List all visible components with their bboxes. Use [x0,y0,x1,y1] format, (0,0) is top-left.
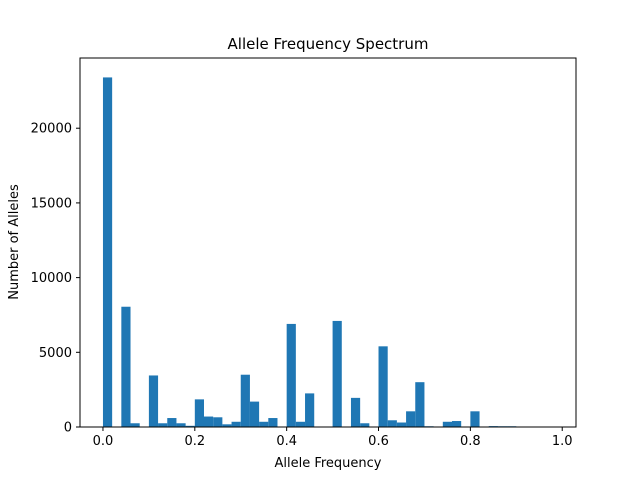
histogram-bar [268,418,278,427]
y-axis-label: Number of Alleles [7,184,22,300]
x-axis-label: Allele Frequency [274,456,381,471]
histogram-bar [222,424,232,427]
x-tick-label: 0.6 [368,434,389,449]
x-tick-label: 0.4 [276,434,297,449]
x-tick-label: 0.8 [460,434,481,449]
histogram-bar [387,420,397,427]
histogram-bar [305,393,315,427]
histogram-bar [470,411,480,427]
histogram-bar [396,422,407,427]
histogram-bar [332,320,342,427]
x-tick-label: 1.0 [552,434,573,449]
histogram-bar [148,375,159,427]
histogram-bar [102,77,113,427]
bars-group [102,77,517,427]
histogram-bar [415,382,425,427]
histogram-bar [176,423,186,427]
histogram-bar [167,418,177,427]
histogram-bar [213,417,223,427]
histogram-bar [286,323,296,427]
histogram-bar [240,374,250,427]
histogram-bar [442,421,452,427]
x-tick-label: 0.0 [93,434,114,449]
histogram-bar [360,423,370,427]
x-tick-label: 0.2 [184,434,205,449]
y-tick-label: 20000 [31,122,72,137]
histogram-bar [259,421,269,427]
plot-frame [79,57,577,428]
y-tick-label: 0 [64,421,72,436]
histogram-bar [194,399,204,427]
histogram-bar [452,421,462,427]
y-tick-label: 10000 [31,271,72,286]
y-tick-label: 5000 [39,346,72,361]
histogram-bar [378,346,388,427]
histogram-bar [406,411,416,427]
y-tick-label: 15000 [31,196,72,211]
histogram-bar [350,397,361,427]
histogram-bar [121,306,131,427]
histogram-bar [231,421,241,427]
histogram-bar [158,423,168,427]
histogram-bar [130,423,140,427]
histogram-bar [204,416,214,427]
histogram-bar [295,421,306,427]
histogram-bar [185,425,195,427]
chart-title: Allele Frequency Spectrum [228,35,429,53]
histogram-bar [249,401,260,427]
axes-group: 0.0 0.2 0.4 0.6 0.8 1.0 0 5000 10000 15000 20000 [31,57,577,449]
